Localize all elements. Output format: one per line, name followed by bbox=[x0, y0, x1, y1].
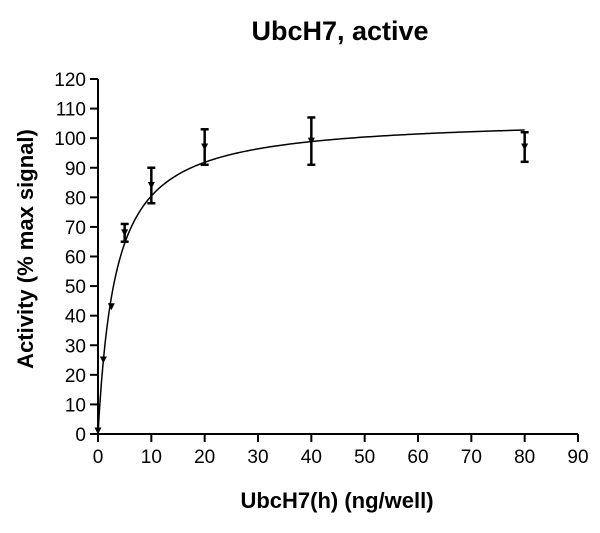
x-tick-label: 0 bbox=[93, 447, 104, 468]
data-point bbox=[121, 229, 129, 237]
y-tick-label: 50 bbox=[65, 277, 86, 298]
plot-area: 0 10 20 30 40 50 60 70 80 90 0 10 20 30 40 50 60 70 80 90 1… bbox=[54, 70, 588, 468]
y-tick-label: 60 bbox=[65, 248, 86, 269]
data-point bbox=[99, 356, 107, 364]
y-tick-label: 90 bbox=[65, 159, 86, 180]
x-axis-label: UbcH7(h) (ng/well) bbox=[240, 488, 433, 513]
x-tick-label: 30 bbox=[247, 447, 268, 468]
x-tick-label: 90 bbox=[567, 447, 588, 468]
y-tick-label: 120 bbox=[54, 70, 86, 91]
x-tick-label: 70 bbox=[461, 447, 482, 468]
y-tick-label: 100 bbox=[54, 129, 86, 150]
data-point bbox=[94, 427, 102, 435]
y-axis-label: Activity (% max signal) bbox=[13, 129, 38, 369]
y-tick-label: 40 bbox=[65, 307, 86, 328]
data-points bbox=[94, 116, 529, 435]
data-point bbox=[307, 137, 315, 145]
fit-curve bbox=[97, 129, 525, 435]
y-tick-label: 80 bbox=[65, 188, 86, 209]
y-tick-label: 20 bbox=[65, 366, 86, 387]
x-tick-label: 10 bbox=[141, 447, 162, 468]
y-tick-label: 30 bbox=[65, 336, 86, 357]
data-point bbox=[147, 182, 155, 189]
chart-title: UbcH7, active bbox=[251, 16, 428, 46]
x-tick-label: 60 bbox=[407, 447, 428, 468]
x-tick-label: 80 bbox=[514, 447, 535, 468]
x-tick-label: 50 bbox=[354, 447, 375, 468]
x-tick-label: 20 bbox=[194, 447, 215, 468]
data-point bbox=[107, 303, 115, 311]
x-axis-ticks: 0 10 20 30 40 50 60 70 80 90 bbox=[93, 434, 589, 468]
data-point bbox=[201, 143, 209, 151]
y-tick-label: 110 bbox=[56, 100, 86, 121]
y-axis-ticks: 0 10 20 30 40 50 60 70 80 90 100 110 120 bbox=[54, 70, 98, 446]
y-tick-label: 0 bbox=[75, 425, 86, 446]
x-tick-label: 40 bbox=[301, 447, 322, 468]
data-point bbox=[521, 143, 529, 151]
y-tick-label: 10 bbox=[65, 395, 86, 416]
y-tick-label: 70 bbox=[65, 218, 86, 239]
